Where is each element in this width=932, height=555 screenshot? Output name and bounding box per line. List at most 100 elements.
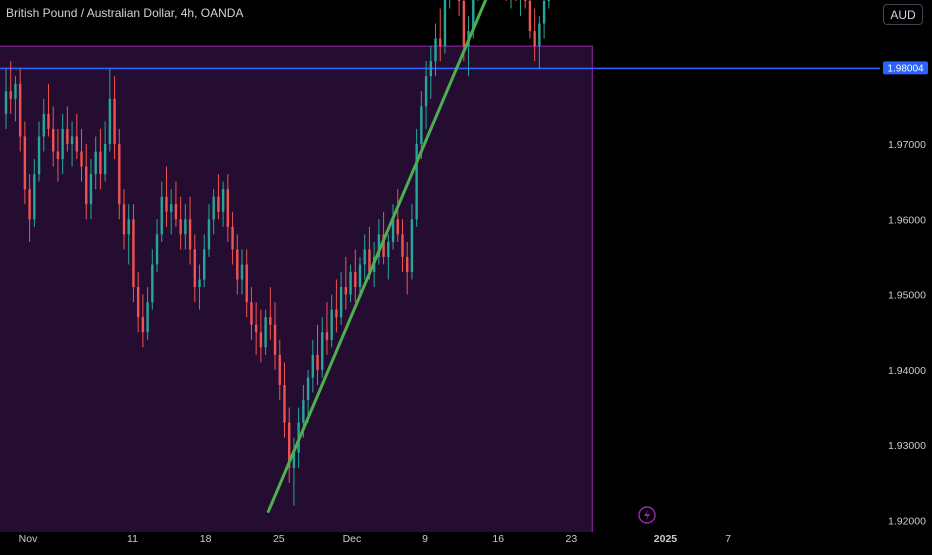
candle-body [47,114,49,129]
candle-body [227,189,229,227]
y-tick-label: 1.97000 [888,139,926,151]
candle-body [269,317,271,325]
x-tick-label: 2025 [654,533,678,545]
candle-body [104,144,106,174]
candle-body [71,136,73,144]
candle-body [444,0,446,46]
candle-body [38,136,40,174]
demand-zone-box [0,46,592,535]
candle-body [184,219,186,234]
drawing-boxes [0,0,624,536]
candle-body [250,302,252,325]
candle-body [401,234,403,257]
x-tick-label: 7 [725,533,731,545]
candle-body [321,332,323,370]
candle-body [411,219,413,272]
candle-body [128,219,130,234]
y-tick-label: 1.92000 [888,516,926,528]
candle-body [260,332,262,347]
candle-body [113,99,115,144]
y-tick-label: 1.95000 [888,290,926,302]
candle-body [340,287,342,317]
candle-body [146,302,148,332]
candle-body [80,152,82,167]
x-tick-label: 16 [492,533,504,545]
candle-body [439,39,441,47]
candle-body [161,197,163,235]
candle-body [345,287,347,295]
candle-body [274,325,276,355]
candle-body [52,129,54,152]
candle-body [118,144,120,204]
candle-body [203,249,205,279]
candle-body [85,167,87,205]
candle-body [208,219,210,249]
candle-body [302,400,304,423]
candle-body [364,249,366,264]
candle-body [538,24,540,47]
candle-body [179,219,181,234]
candle-body [24,136,26,189]
candle-body [61,129,63,159]
candle-body [264,317,266,347]
candle-body [463,1,465,46]
candle-body [28,189,30,219]
candle-body [529,1,531,31]
x-tick-label: 25 [273,533,285,545]
candle-body [387,242,389,257]
candle-body [246,264,248,302]
candle-body [123,204,125,234]
price-axis: 1.920001.930001.940001.950001.960001.970… [881,0,932,550]
candle-body [76,136,78,151]
candle-body [359,264,361,287]
x-tick-label: 11 [127,533,138,545]
candle-body [165,197,167,212]
candle-body [222,189,224,212]
candle-body [524,0,526,1]
y-tick-label: 1.96000 [888,214,926,226]
candle-body [241,264,243,279]
candle-body [212,197,214,220]
candle-body [420,106,422,144]
candle-body [236,249,238,279]
candle-body [33,174,35,219]
candle-body [57,152,59,160]
candle-body [349,272,351,295]
price-axis-bg [881,0,932,550]
candle-body [548,0,550,1]
y-tick-label: 1.94000 [888,365,926,377]
chart-title: British Pound / Australian Dollar, 4h, O… [6,6,243,20]
candle-body [330,310,332,340]
candle-body [194,249,196,287]
candle-body [66,129,68,144]
currency-button[interactable]: AUD [883,4,923,25]
candle-body [156,234,158,264]
candle-body [434,39,436,62]
candle-body [307,377,309,400]
candle-body [109,99,111,144]
candle-body [312,355,314,378]
candle-body [198,280,200,288]
x-tick-label: 9 [422,533,428,545]
candle-body [5,91,7,114]
candle-body [316,355,318,370]
candle-body [175,204,177,219]
candle-body [90,174,92,204]
candle-body [217,197,219,212]
candle-body [543,1,545,24]
candle-body [335,310,337,318]
candle-body [406,257,408,272]
candle-body [415,144,417,219]
candle-body [533,31,535,46]
candle-body [255,325,257,333]
x-tick-label: Dec [343,533,362,545]
candle-body [10,91,12,99]
candle-body [137,287,139,317]
candle-body [354,272,356,287]
x-tick-label: 23 [566,533,578,545]
candle-body [430,61,432,76]
x-tick-label: Nov [19,533,38,545]
candle-body [151,264,153,302]
candle-body [142,317,144,332]
